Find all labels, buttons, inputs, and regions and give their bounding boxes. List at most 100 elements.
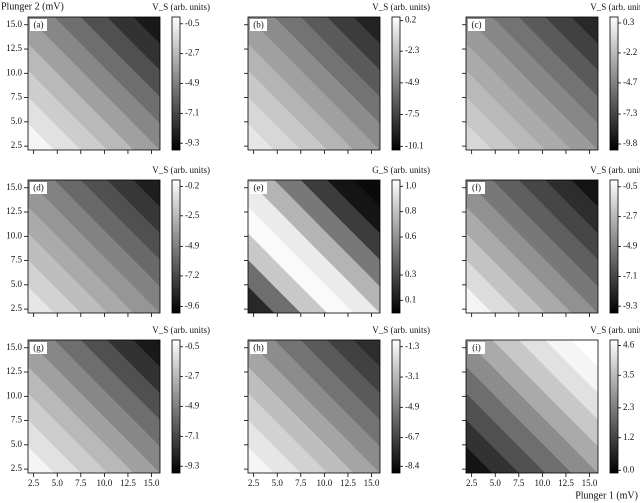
- panel-label-box: [30, 19, 47, 31]
- x-tick-label: 5.0: [490, 478, 502, 488]
- colorbar-label: V_S (arb. units): [152, 2, 210, 12]
- x-tick-label: 5.0: [272, 478, 284, 488]
- x-tick-label: 5.0: [52, 478, 64, 488]
- panel-label-box: [468, 19, 485, 31]
- x-axis-label: Plunger 1 (mV): [575, 490, 638, 501]
- y-tick-label: 12.5: [6, 43, 22, 53]
- colorbar-tick-label: -9.6: [185, 301, 200, 311]
- plot-frame: [465, 179, 599, 314]
- panel-label: (i): [472, 343, 481, 353]
- x-tick-label: 12.5: [340, 478, 356, 488]
- y-tick-label: 15.0: [6, 342, 22, 352]
- plot-frame: [247, 16, 381, 151]
- heatmap-image: [28, 17, 160, 150]
- colorbar: [391, 339, 401, 474]
- panel-label: (h): [253, 343, 264, 353]
- colorbar-tick-label: -2.5: [185, 210, 200, 220]
- plot-frame: [27, 16, 161, 151]
- colorbar-tick-label: -7.2: [185, 270, 199, 280]
- plot-frame: [465, 339, 599, 474]
- x-tick-label: 7.5: [295, 478, 307, 488]
- colorbar-tick-label: -2.2: [623, 47, 637, 57]
- y-tick-label: 12.5: [6, 206, 22, 216]
- colorbar-label: V_S (arb. units): [372, 325, 430, 335]
- x-tick-label: 7.5: [75, 478, 87, 488]
- x-tick-label: 12.5: [120, 478, 136, 488]
- x-tick-label: 10.0: [316, 478, 332, 488]
- y-tick-label: 15.0: [6, 19, 22, 29]
- colorbar-label: G_S (arb. units): [372, 165, 430, 175]
- panel-label-box: [468, 342, 485, 354]
- x-tick-label: 2.5: [248, 478, 260, 488]
- x-tick-label: 2.5: [28, 478, 40, 488]
- colorbar-tick-label: -0.5: [623, 181, 638, 191]
- colorbar-tick-label: -7.5: [405, 109, 420, 119]
- colorbar-tick-label: -4.9: [185, 78, 200, 88]
- y-tick-label: 10.0: [6, 230, 22, 240]
- colorbar-tick-label: 3.5: [623, 369, 635, 379]
- colorbar-tick-label: -2.7: [185, 48, 200, 58]
- panel-label-box: [250, 182, 267, 194]
- panel-label-box: [250, 19, 267, 31]
- colorbar-tick-label: 0.8: [405, 206, 417, 216]
- colorbar-tick-label: -7.3: [623, 108, 638, 118]
- colorbar-tick-label: -3.1: [405, 371, 419, 381]
- panel-label-box: [30, 342, 47, 354]
- y-tick-label: 5.0: [11, 439, 23, 449]
- y-tick-label: 12.5: [6, 366, 22, 376]
- colorbar-tick-label: -2.7: [623, 211, 638, 221]
- colorbar-tick-label: 1.0: [405, 180, 417, 190]
- colorbar-tick-label: 4.6: [623, 339, 635, 349]
- x-tick-label: 2.5: [466, 478, 478, 488]
- panel-label-box: [468, 182, 485, 194]
- colorbar-tick-label: 0.1: [405, 294, 416, 304]
- colorbar-label: V_S (arb. units): [590, 2, 640, 12]
- colorbar-tick-label: -4.9: [185, 241, 200, 251]
- plot-frame: [247, 179, 381, 314]
- heatmap-image: [466, 340, 598, 473]
- panel-label: (c): [472, 20, 482, 30]
- y-tick-label: 10.0: [6, 67, 22, 77]
- colorbar: [171, 16, 181, 151]
- colorbar: [609, 16, 619, 151]
- colorbar: [609, 339, 619, 474]
- panel-label: (b): [253, 20, 264, 30]
- y-tick-label: 7.5: [11, 255, 23, 265]
- colorbar-tick-label: -7.1: [185, 107, 199, 117]
- y-tick-label: 2.5: [11, 463, 23, 473]
- y-tick-label: 2.5: [11, 303, 23, 313]
- colorbar-tick-label: -9.3: [185, 137, 200, 147]
- colorbar-tick-label: 0.3: [405, 269, 417, 279]
- panel-label-box: [250, 342, 267, 354]
- colorbar-tick-label: 0.0: [623, 464, 635, 474]
- colorbar-tick-label: -4.9: [405, 77, 420, 87]
- plot-frame: [27, 339, 161, 474]
- heatmap-image: [28, 180, 160, 313]
- x-tick-label: 10.0: [96, 478, 112, 488]
- colorbar-tick-label: -4.7: [623, 77, 638, 87]
- heatmap-image: [248, 340, 380, 473]
- colorbar-tick-label: 1.2: [623, 432, 634, 442]
- panel-label: (e): [254, 183, 264, 193]
- colorbar-label: V_S (arb. units): [590, 325, 640, 335]
- y-tick-label: 5.0: [11, 116, 23, 126]
- panel-label: (f): [472, 183, 481, 193]
- plot-frame: [465, 16, 599, 151]
- y-tick-label: 7.5: [11, 92, 23, 102]
- heatmap-image: [28, 340, 160, 473]
- panel-label: (g): [33, 343, 44, 353]
- colorbar-tick-label: -10.1: [405, 140, 424, 150]
- y-axis-label: Plunger 2 (mV): [1, 1, 64, 12]
- colorbar-tick-label: -0.2: [185, 180, 199, 190]
- colorbar-label: V_S (arb. units): [590, 165, 640, 175]
- colorbar: [171, 339, 181, 474]
- colorbar: [609, 179, 619, 314]
- plot-frame: [27, 179, 161, 314]
- colorbar-label: V_S (arb. units): [152, 165, 210, 175]
- y-tick-label: 15.0: [6, 182, 22, 192]
- x-tick-label: 15.0: [144, 478, 160, 488]
- colorbar-tick-label: -6.7: [405, 432, 420, 442]
- colorbar-tick-label: -4.9: [623, 241, 638, 251]
- x-tick-label: 15.0: [582, 478, 598, 488]
- y-tick-label: 2.5: [11, 140, 23, 150]
